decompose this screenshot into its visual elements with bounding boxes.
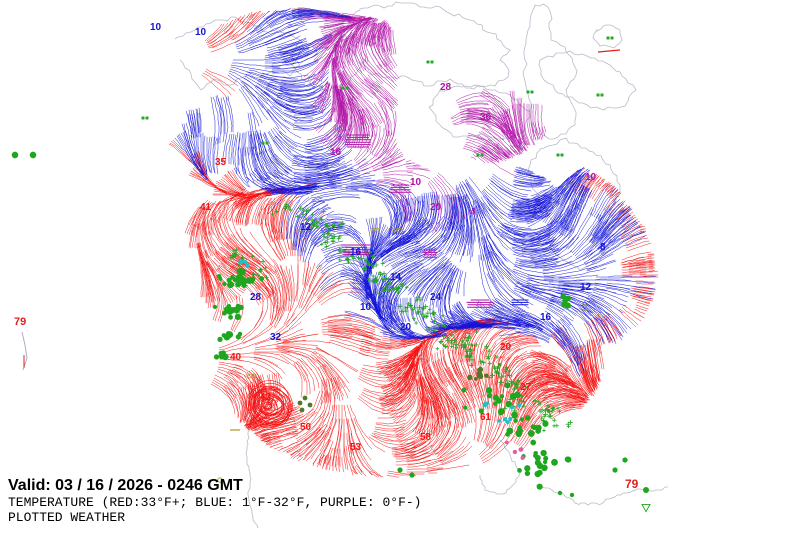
svg-text:16: 16 — [350, 247, 362, 258]
svg-text:32: 32 — [270, 332, 282, 343]
svg-text:8: 8 — [600, 242, 606, 253]
svg-text:12: 12 — [300, 222, 312, 233]
svg-text:4: 4 — [470, 207, 476, 218]
svg-text:20: 20 — [500, 342, 512, 353]
svg-text:35: 35 — [215, 157, 227, 168]
svg-text:10: 10 — [195, 27, 207, 38]
svg-text:50: 50 — [300, 422, 312, 433]
svg-text:40: 40 — [230, 352, 242, 363]
svg-text:58: 58 — [420, 432, 432, 443]
svg-text:10: 10 — [410, 177, 422, 188]
svg-text:20: 20 — [400, 322, 412, 333]
svg-text:36: 36 — [480, 112, 492, 123]
svg-text:53: 53 — [350, 442, 362, 453]
svg-text:10: 10 — [585, 172, 597, 183]
svg-text:16: 16 — [330, 147, 342, 158]
svg-text:61: 61 — [480, 412, 492, 423]
svg-text:43: 43 — [260, 392, 272, 403]
svg-text:79: 79 — [14, 316, 26, 328]
svg-text:27: 27 — [520, 382, 532, 393]
svg-text:79: 79 — [625, 477, 639, 491]
svg-text:16: 16 — [540, 312, 552, 323]
svg-text:28: 28 — [440, 82, 452, 93]
svg-text:10: 10 — [360, 302, 372, 313]
svg-text:20: 20 — [430, 202, 442, 213]
svg-text:24: 24 — [430, 292, 442, 303]
svg-text:12: 12 — [580, 282, 592, 293]
svg-text:14: 14 — [390, 272, 402, 283]
svg-text:10: 10 — [150, 22, 162, 33]
svg-text:41: 41 — [200, 202, 212, 213]
svg-text:28: 28 — [250, 292, 262, 303]
